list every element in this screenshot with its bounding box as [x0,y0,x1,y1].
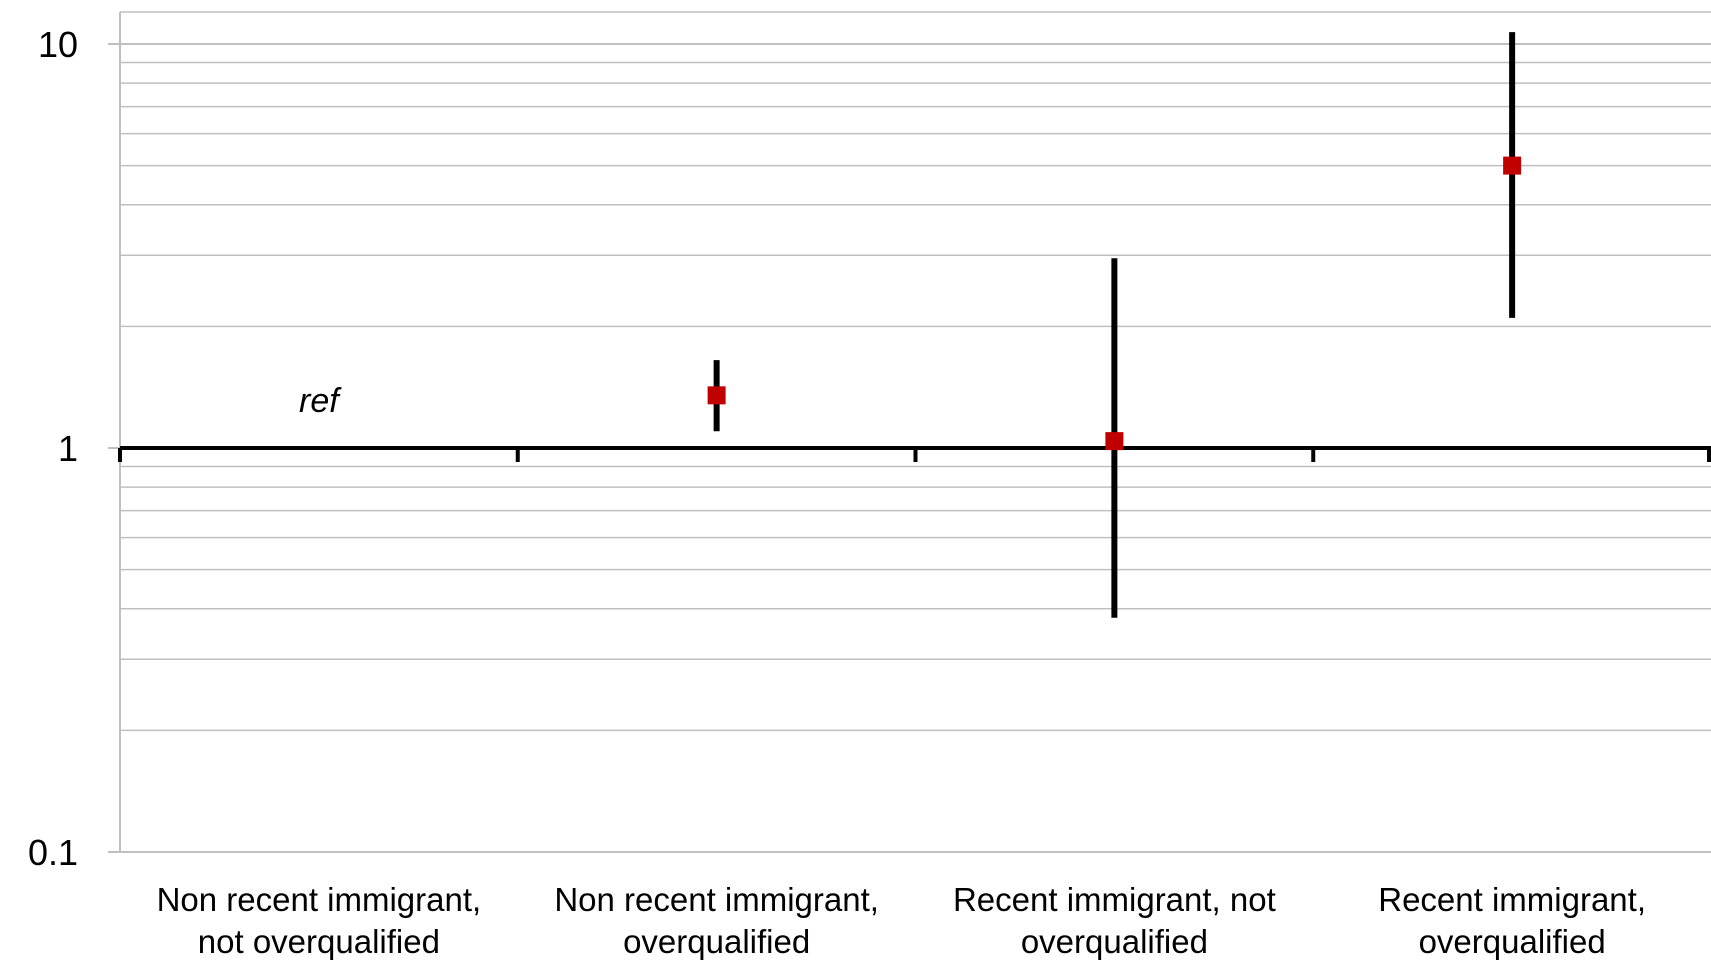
category-label: Recent immigrant, not [953,881,1276,918]
category-label: Non recent immigrant, [554,881,879,918]
data-point [707,386,726,405]
category-labels: Non recent immigrant, not overqualified No… [157,881,1646,960]
data-point [1503,156,1522,175]
category-label: overqualified [623,923,810,960]
y-tick-label: 10 [38,24,78,65]
category-label: not overqualified [198,923,440,960]
error-bars [713,32,1516,618]
category-label: overqualified [1021,923,1208,960]
axes [108,12,1711,853]
data-points [707,156,1522,451]
y-tick-label: 1 [58,428,78,469]
gridlines [120,11,1711,853]
data-point [1105,432,1124,451]
y-tick-labels: 0.1 1 10 [28,24,78,873]
category-label: overqualified [1419,923,1606,960]
annotations: ref [299,382,342,420]
category-label: Recent immigrant, [1378,881,1646,918]
y-tick-label: 0.1 [28,832,78,873]
ref-annotation: ref [299,382,342,420]
category-label: Non recent immigrant, [157,881,482,918]
